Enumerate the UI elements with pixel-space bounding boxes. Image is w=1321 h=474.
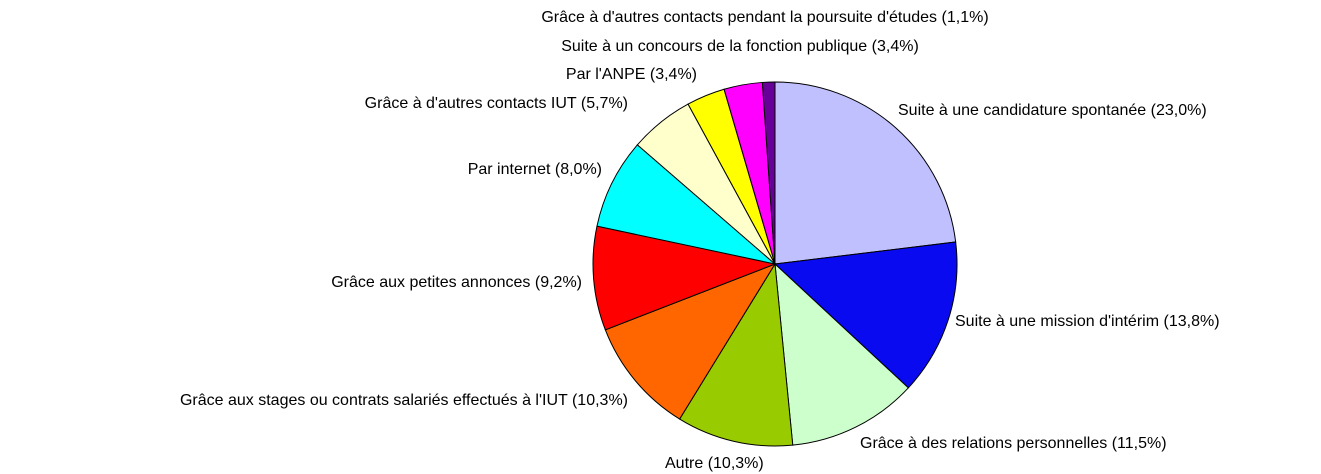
category-name: Suite à un concours de la fonction publi… [561, 38, 867, 55]
pie-slice [678, 262, 794, 447]
pie-slice [774, 262, 910, 446]
slice-label: Grâce à d'autres contacts IUT (5,7%) [365, 95, 628, 112]
pie-slice [774, 81, 957, 265]
slice-label: Grâce aux stages ou contrats salariés ef… [180, 392, 628, 409]
category-name: Autre [665, 455, 703, 472]
category-name: Grâce aux petites annonces [331, 274, 530, 291]
category-name: Par internet [468, 161, 551, 178]
category-name: Grâce à d'autres contacts pendant la pou… [541, 9, 937, 26]
value-label: (8,0%) [555, 161, 602, 178]
slice-label: Grâce aux petites annonces (9,2%) [331, 274, 582, 291]
slice-label: Suite à un concours de la fonction publi… [561, 38, 919, 55]
slice-label: Suite à une mission d'intérim (13,8%) [955, 313, 1220, 330]
category-name: Grâce à des relations personnelles [860, 435, 1107, 452]
pie-slice [592, 225, 777, 331]
category-name: Suite à une mission d'intérim [955, 313, 1159, 330]
value-label: (5,7%) [581, 95, 628, 112]
category-name: Grâce à d'autres contacts IUT [365, 95, 577, 112]
slice-label: Autre (10,3%) [665, 455, 764, 472]
pie-slice [604, 262, 777, 420]
value-label: (10,3%) [572, 392, 628, 409]
value-label: (1,1%) [942, 9, 989, 26]
pie-slice [773, 241, 958, 389]
category-name: Par l'ANPE [566, 66, 646, 83]
slice-label: Par l'ANPE (3,4%) [566, 66, 697, 83]
category-name: Grâce aux stages ou contrats salariés ef… [180, 392, 568, 409]
slice-label: Suite à une candidature spontanée (23,0%… [898, 102, 1207, 119]
pie-slice [596, 144, 776, 265]
value-label: (10,3%) [708, 455, 764, 472]
value-label: (23,0%) [1151, 102, 1207, 119]
value-label: (3,4%) [872, 38, 919, 55]
slice-label: Par internet (8,0%) [468, 161, 602, 178]
pie-slice [761, 81, 776, 265]
category-name: Suite à une candidature spontanée [898, 102, 1146, 119]
slice-label: Grâce à des relations personnelles (11,5… [860, 435, 1167, 452]
value-label: (3,4%) [650, 66, 697, 83]
value-label: (13,8%) [1164, 313, 1220, 330]
value-label: (9,2%) [535, 274, 582, 291]
value-label: (11,5%) [1112, 435, 1167, 452]
slice-label: Grâce à d'autres contacts pendant la pou… [541, 9, 988, 26]
